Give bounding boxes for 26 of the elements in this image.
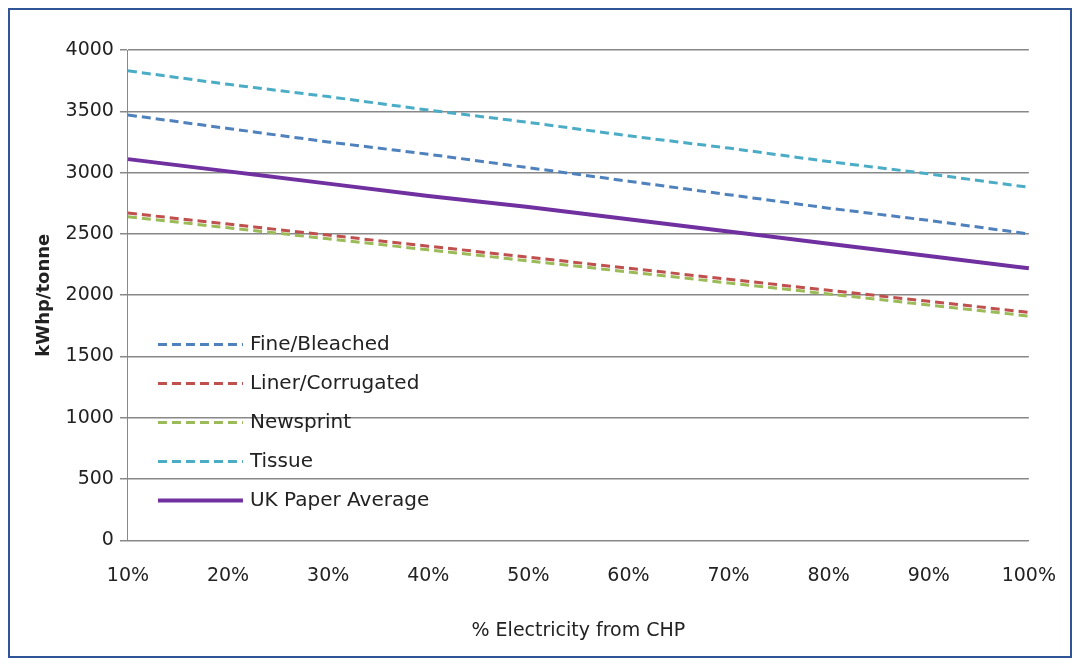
x-tick-label: 80% bbox=[807, 562, 850, 585]
x-tick-label: 100% bbox=[1001, 562, 1056, 585]
x-tick-label: 40% bbox=[407, 562, 450, 585]
x-tick-label: 10% bbox=[106, 562, 150, 585]
legend-label: Newsprint bbox=[249, 408, 352, 433]
x-axis-title: % Electricity from CHP bbox=[471, 617, 686, 640]
y-tick-label: 1500 bbox=[65, 343, 114, 366]
legend-label: Tissue bbox=[248, 447, 313, 472]
x-tick-label: 90% bbox=[907, 562, 950, 585]
y-tick-label: 0 bbox=[101, 527, 114, 550]
x-tick-label: 50% bbox=[507, 562, 550, 585]
y-tick-label: 3500 bbox=[65, 98, 114, 121]
x-tick-label: 20% bbox=[206, 562, 250, 585]
y-tick-label: 3000 bbox=[65, 159, 114, 182]
legend-label: Fine/Bleached bbox=[249, 330, 390, 355]
y-tick-label: 2500 bbox=[65, 220, 114, 243]
x-tick-label: 70% bbox=[707, 562, 750, 585]
y-tick-label: 2000 bbox=[65, 282, 114, 305]
x-tick-label: 60% bbox=[607, 562, 650, 585]
legend-label: Liner/Corrugated bbox=[249, 369, 420, 394]
legend-label: UK Paper Average bbox=[249, 486, 430, 511]
y-tick-label: 500 bbox=[77, 466, 114, 489]
y-tick-label: 1000 bbox=[65, 404, 114, 427]
x-tick-label: 30% bbox=[307, 562, 350, 585]
y-tick-label: 4000 bbox=[65, 36, 114, 59]
y-axis-title: kWhp/tonne bbox=[32, 233, 54, 357]
